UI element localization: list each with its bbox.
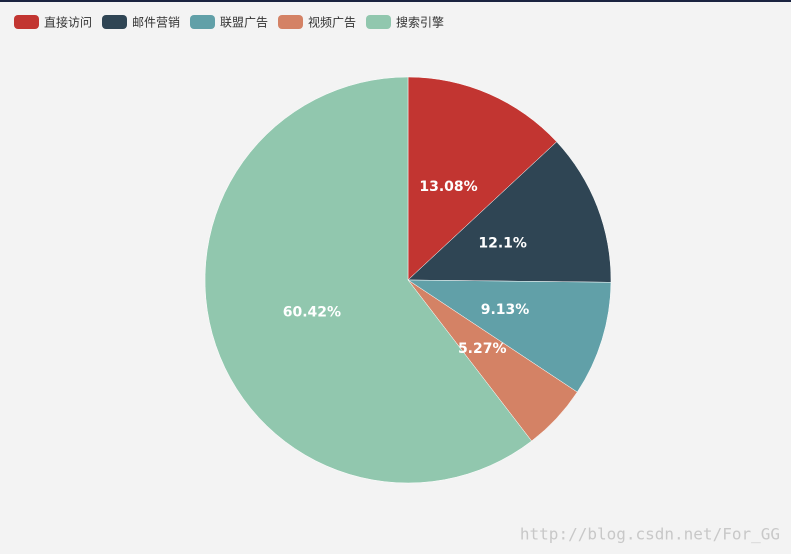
pie-slice: [407, 279, 612, 393]
watermark: http://blog.csdn.net/For_GG: [520, 525, 780, 544]
slice-label: 12.1%: [478, 235, 527, 251]
legend-label: 邮件营销: [132, 16, 180, 30]
slice-label: 60.42%: [283, 305, 341, 321]
legend-swatch: [278, 15, 303, 29]
legend-label: 视频广告: [308, 15, 356, 30]
pie-slice: [407, 141, 612, 283]
legend-swatch: [102, 15, 127, 29]
legend-swatch: [190, 15, 215, 29]
slice-label: 5.27%: [458, 341, 507, 357]
legend-swatch: [366, 15, 391, 29]
pie-slice: [204, 76, 532, 484]
legend-label: 搜索引擎: [396, 15, 444, 30]
legend-swatch: [14, 15, 39, 29]
top-border: [0, 0, 791, 2]
slice-label: 13.08%: [419, 179, 477, 195]
slice-label: 9.13%: [481, 302, 530, 318]
legend-label: 联盟广告: [220, 16, 268, 30]
legend-label: 直接访问: [44, 15, 92, 30]
pie-slice: [407, 76, 558, 281]
